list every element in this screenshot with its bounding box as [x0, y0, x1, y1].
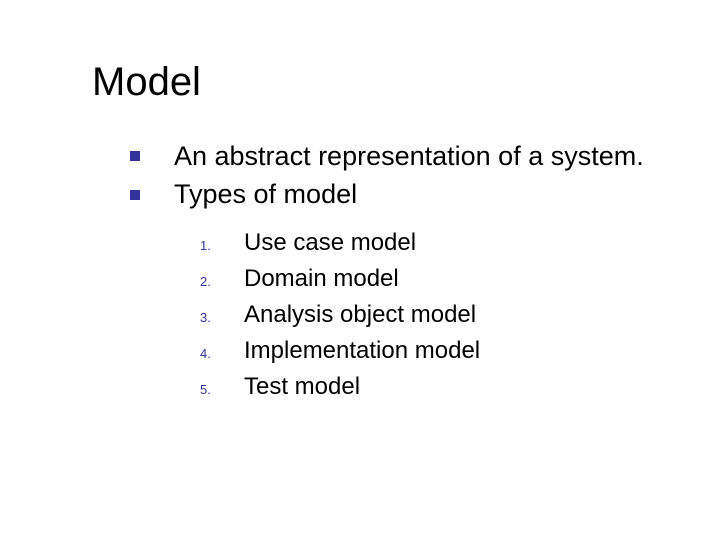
item-number: 1.: [200, 238, 244, 253]
bullet-item: Types of model: [130, 178, 644, 210]
slide: Model An abstract representation of a sy…: [0, 0, 720, 540]
item-number: 4.: [200, 346, 244, 361]
numbered-item: 2. Domain model: [200, 264, 480, 294]
item-text: Use case model: [244, 228, 416, 258]
item-text: Domain model: [244, 264, 399, 294]
bullet-list: An abstract representation of a system. …: [130, 140, 644, 217]
numbered-item: 4. Implementation model: [200, 336, 480, 366]
item-text: Test model: [244, 372, 360, 402]
numbered-list: 1. Use case model 2. Domain model 3. Ana…: [200, 228, 480, 408]
square-bullet-icon: [130, 190, 140, 200]
bullet-item: An abstract representation of a system.: [130, 140, 644, 172]
item-text: Implementation model: [244, 336, 480, 366]
numbered-item: 1. Use case model: [200, 228, 480, 258]
numbered-item: 3. Analysis object model: [200, 300, 480, 330]
slide-title: Model: [92, 60, 201, 105]
item-number: 3.: [200, 310, 244, 325]
numbered-item: 5. Test model: [200, 372, 480, 402]
bullet-text: Types of model: [174, 178, 357, 210]
item-number: 5.: [200, 382, 244, 397]
item-text: Analysis object model: [244, 300, 476, 330]
bullet-text: An abstract representation of a system.: [174, 140, 644, 172]
square-bullet-icon: [130, 151, 140, 161]
item-number: 2.: [200, 274, 244, 289]
